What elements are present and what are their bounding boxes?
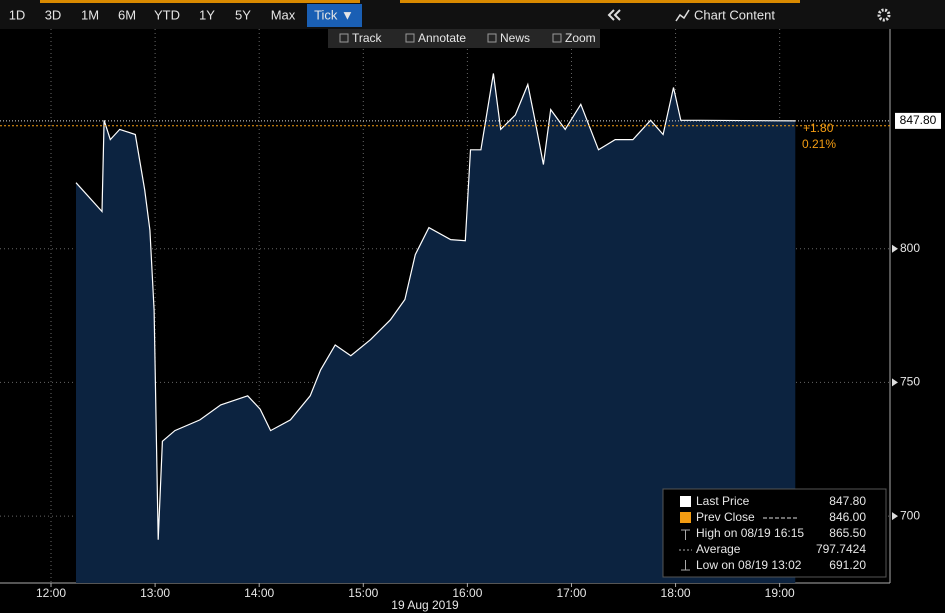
legend-value: 797.7424 xyxy=(816,542,866,556)
y-tick xyxy=(892,378,898,387)
chart-icon[interactable] xyxy=(675,9,690,22)
x-tick-label: 12:00 xyxy=(36,586,66,600)
tool-icon[interactable] xyxy=(405,33,415,43)
tool-button[interactable]: Zoom xyxy=(565,31,596,45)
x-tick-label: 16:00 xyxy=(452,586,482,600)
change-label: +1.80 xyxy=(803,121,834,135)
x-tick-label: 19:00 xyxy=(765,586,795,600)
legend-label: Last Price xyxy=(696,494,750,508)
toolbar-accent xyxy=(40,0,360,3)
range-button[interactable]: Max xyxy=(271,7,296,22)
range-button[interactable]: 6M xyxy=(118,7,136,22)
y-tick xyxy=(892,512,898,521)
range-button[interactable]: 3D xyxy=(45,7,62,22)
legend-value: 847.80 xyxy=(829,494,866,508)
settings-icon[interactable] xyxy=(877,8,891,22)
tool-button[interactable]: News xyxy=(500,31,530,45)
tool-button[interactable]: Annotate xyxy=(418,31,466,45)
toolbar-accent xyxy=(400,0,800,3)
legend-box xyxy=(662,488,887,578)
x-tick-label: 17:00 xyxy=(556,586,586,600)
tool-icon[interactable] xyxy=(487,33,497,43)
legend-swatch xyxy=(680,496,691,507)
chart-content[interactable]: Chart Content xyxy=(694,7,775,22)
range-button[interactable]: 5Y xyxy=(235,7,251,22)
x-tick-label: 18:00 xyxy=(661,586,691,600)
legend-label: High on 08/19 16:15 xyxy=(696,526,804,540)
y-tick xyxy=(892,244,898,253)
last-price-label: 847.80 xyxy=(900,113,937,127)
legend-value: 846.00 xyxy=(829,510,866,524)
collapse-icon[interactable] xyxy=(607,9,621,21)
range-button[interactable]: YTD xyxy=(154,7,180,22)
legend-label: Low on 08/19 13:02 xyxy=(696,558,802,572)
tool-icon[interactable] xyxy=(339,33,349,43)
area-fill xyxy=(75,73,796,583)
legend-label: Average xyxy=(696,542,741,556)
plot-area: 12:00 13:00 14:00 15:00 16:00 17:00 18:00 19:00… xyxy=(0,29,941,600)
legend-icon xyxy=(681,560,690,571)
tools: Track Annotate News Zoom xyxy=(339,31,596,45)
legend-value: 865.50 xyxy=(829,526,866,540)
tool-button[interactable]: Track xyxy=(352,31,383,45)
y-tick-label: 800 xyxy=(900,241,920,255)
range-button[interactable]: 1Y xyxy=(199,7,215,22)
change-pct-label: 0.21% xyxy=(802,137,836,151)
y-tick-label: 700 xyxy=(900,508,920,522)
x-axis-label: 19 Aug 2019 xyxy=(391,598,459,612)
tick-button[interactable] xyxy=(307,4,362,27)
x-tick-label: 14:00 xyxy=(244,586,274,600)
x-tick-label: 13:00 xyxy=(140,586,170,600)
y-tick-label: 750 xyxy=(900,375,920,389)
tick-label[interactable]: Tick ▼ xyxy=(314,7,354,22)
tools-bar xyxy=(328,29,600,48)
last-price-tag xyxy=(895,112,941,129)
legend-swatch xyxy=(680,512,691,523)
tool-icon[interactable] xyxy=(552,33,562,43)
legend-label: Prev Close xyxy=(696,510,755,524)
legend-value: 691.20 xyxy=(829,558,866,572)
x-tick-label: 15:00 xyxy=(348,586,378,600)
range-button[interactable]: 1D xyxy=(9,7,26,22)
price-line xyxy=(75,73,796,540)
legend-icon xyxy=(681,529,690,540)
toolbar xyxy=(0,0,945,29)
range-button[interactable]: 1M xyxy=(81,7,99,22)
